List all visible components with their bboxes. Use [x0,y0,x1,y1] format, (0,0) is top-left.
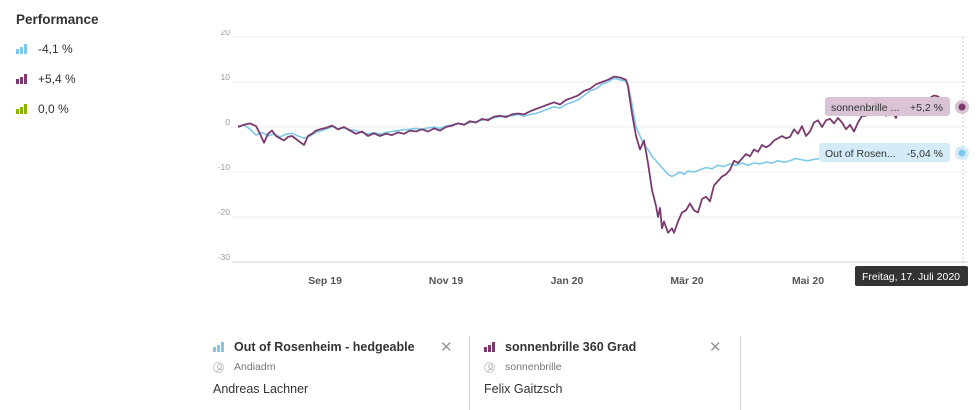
performance-chart[interactable]: 20 10 0 -10 -20 -30 Sep 19 Nov 19 Jan 20 Mär 20 M… [200,27,980,300]
legend-item-out-of-rosenheim[interactable]: -4,1 % [16,41,196,56]
icon-bar [217,345,220,352]
series-line-sonnenbrille[interactable] [237,75,945,234]
icon-bar [24,43,27,54]
legend-value: +5,4 % [38,71,76,86]
x-tick-label: Mai 20 [792,275,824,287]
bar-chart-icon [484,342,497,352]
card-username[interactable]: sonnenbrille [505,361,562,373]
close-icon[interactable]: ✕ [709,339,722,356]
icon-bar [492,342,495,352]
portfolio-card-sonnenbrille[interactable]: sonnenbrille 360 Grad ✕ sonnenbrille Fel… [484,336,734,410]
date-tooltip-box [855,266,968,286]
y-tick-label: -10 [218,162,231,172]
flag-series-value: -5,04 % [907,148,943,160]
flag-series-name: Out of Rosen... [825,148,896,160]
flag-marker [958,149,966,157]
card-title[interactable]: Out of Rosenheim - hedgeable [234,340,415,354]
user-icon [484,361,495,373]
icon-bar [488,345,491,352]
legend-value: 0,0 % [38,101,69,116]
flag-box [819,143,950,162]
legend-value: -4,1 % [38,41,73,56]
performance-legend: Performance -4,1 % +5,4 % 0,0 % [16,12,196,131]
x-tick-label: Sep 19 [308,275,342,287]
card-divider [740,336,741,410]
icon-bar [221,342,224,352]
x-tick-label: Nov 19 [429,275,464,287]
portfolio-card-out-of-rosenheim[interactable]: Out of Rosenheim - hedgeable ✕ Andiadm A… [213,336,463,410]
y-tick-label: 0 [225,117,230,127]
flag-series-value: +5,2 % [910,102,943,114]
card-owner-name: Andreas Lachner [213,382,309,396]
x-tick-label: Jan 20 [551,275,584,287]
legend-item-benchmark[interactable]: 0,0 % [16,101,196,116]
bar-chart-icon [16,43,29,54]
icon-bar [20,106,23,114]
date-tooltip: Freitag, 17. Juli 2020 [855,266,968,286]
icon-bar [24,73,27,84]
y-tick-label: -30 [218,252,231,262]
x-tick-label: Mär 20 [670,275,703,287]
flag-marker [958,103,966,111]
user-icon [213,361,224,373]
y-tick-label: 20 [221,30,231,37]
flag-series-name: sonnenbrille ... [831,102,899,114]
chart-svg[interactable]: 20 10 0 -10 -20 -30 Sep 19 Nov 19 Jan 20 Mär 20 M… [200,27,980,300]
card-title[interactable]: sonnenbrille 360 Grad [505,340,637,354]
icon-bar [16,48,19,54]
card-username[interactable]: Andiadm [234,361,276,373]
icon-bar [16,78,19,84]
close-icon[interactable]: ✕ [440,339,453,356]
icon-bar [20,76,23,84]
flag-box [825,97,950,116]
series-flag-out-of-rosenheim: Out of Rosen... -5,04 % [819,143,969,162]
y-tick-label: 10 [221,72,231,82]
series-line-out-of-rosenheim[interactable] [237,77,899,178]
legend-item-sonnenbrille[interactable]: +5,4 % [16,71,196,86]
bar-chart-icon [16,73,29,84]
bar-chart-icon [16,103,29,114]
y-tick-label: -20 [218,207,231,217]
series-flag-sonnenbrille: sonnenbrille ... +5,2 % [825,97,969,116]
date-tooltip-label: Freitag, 17. Juli 2020 [862,271,960,283]
card-owner-name: Felix Gaitzsch [484,382,563,396]
icon-bar [484,347,487,352]
icon-bar [20,46,23,54]
card-divider [469,336,470,410]
icon-bar [24,103,27,114]
icon-bar [16,108,19,114]
performance-title: Performance [16,12,99,27]
icon-bar [213,347,216,352]
portfolio-cards: Out of Rosenheim - hedgeable ✕ Andiadm A… [205,336,745,410]
bar-chart-icon [213,342,226,352]
